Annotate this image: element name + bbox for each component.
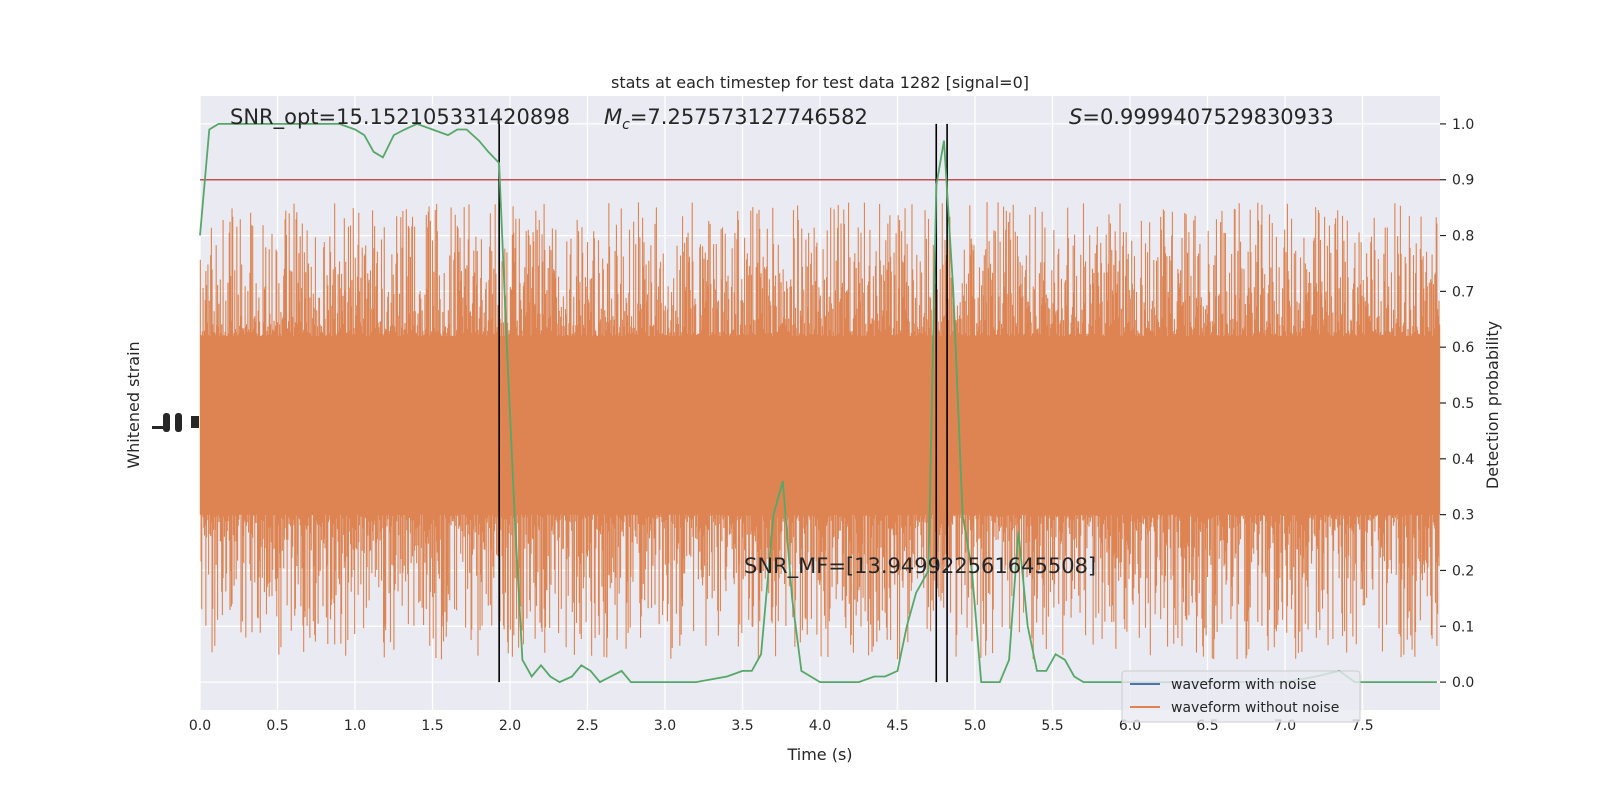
strain-band: [200, 344, 1440, 515]
x-tick-label-8: 4.0: [809, 718, 831, 734]
x-tick-label-3: 1.5: [421, 718, 443, 734]
y-axis-ticks-right: 0.0 0.1 0.2 0.3 0.4 0.5 0.6 0.7 0.8 0.9 1.0: [1440, 117, 1474, 691]
annotation-s: S=0.9999407529830933: [1069, 105, 1334, 129]
y-tick-label-6: 0.6: [1452, 340, 1474, 356]
x-axis-label: Time (s): [786, 745, 852, 764]
y-axis-label-left: Whitened strain: [124, 341, 143, 468]
y-tick-label-0: 0.0: [1452, 675, 1474, 691]
y-tick-label-3: 0.3: [1452, 508, 1474, 524]
annotation-snr-mf: SNR_MF=[13.949922561645508]: [744, 554, 1096, 579]
x-tick-label-7: 3.5: [731, 718, 753, 734]
x-tick-label-0: 0.0: [189, 718, 211, 734]
x-tick-label-2: 1.0: [344, 718, 366, 734]
y-axis-label-right: Detection probability: [1483, 321, 1502, 489]
probability-line: [199, 122, 1437, 684]
annotation-chirp-mass: Mc=7.257573127746582: [604, 105, 868, 133]
x-tick-label-9: 4.5: [886, 718, 908, 734]
x-tick-label-5: 2.5: [576, 718, 598, 734]
legend-box: [1121, 670, 1361, 723]
legend: waveform with noise waveform without noi…: [1121, 670, 1361, 723]
probability-series-line: [199, 122, 1437, 684]
y-tick-label-8: 0.8: [1452, 229, 1474, 245]
y-tick-label-9: 0.9: [1452, 173, 1474, 189]
y-tick-label-1: 0.1: [1452, 619, 1474, 635]
y-tick-label-2: 0.2: [1452, 563, 1474, 579]
annotation-snr-opt: SNR_opt=15.152105331420898: [230, 105, 570, 130]
y-tick-label-5: 0.5: [1452, 396, 1474, 412]
x-tick-label-6: 3.0: [654, 718, 676, 734]
chart-title: stats at each timestep for test data 128…: [611, 73, 1029, 92]
strain-trace: [199, 202, 1441, 660]
y-tick-label-10: 1.0: [1452, 117, 1474, 133]
y-tick-label-4: 0.4: [1452, 452, 1474, 468]
y-tick-label-7: 0.7: [1452, 284, 1474, 300]
x-tick-label-4: 2.0: [499, 718, 521, 734]
x-tick-label-10: 5.0: [964, 718, 986, 734]
legend-label-without-noise: waveform without noise: [1171, 700, 1339, 716]
x-tick-label-1: 0.5: [266, 718, 288, 734]
legend-label-with-noise: waveform with noise: [1171, 677, 1316, 693]
left-axis-blob: [152, 413, 199, 432]
x-tick-label-11: 5.5: [1041, 718, 1063, 734]
